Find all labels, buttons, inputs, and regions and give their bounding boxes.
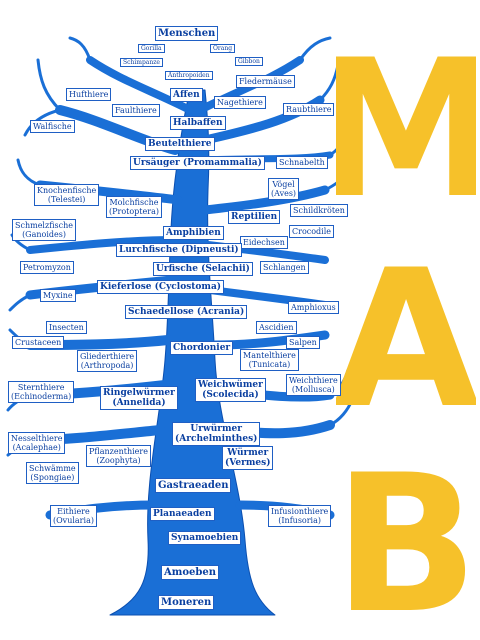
label-schmelzfische: Schmelzfische (Ganoides): [12, 219, 77, 241]
label-gorilla: Gorilla: [138, 44, 165, 53]
label-wuermer: Würmer (Vermes): [222, 446, 274, 470]
label-molchfische: Molchfische (Protoptera): [106, 196, 162, 218]
logo-letter-a: A: [336, 229, 476, 450]
label-beutelthiere: Beutelthiere: [145, 137, 215, 151]
label-weichwuermer: Weichwümer (Scolecida): [195, 378, 266, 402]
label-nesselthiere: Nesselthiere (Acalephae): [8, 432, 66, 454]
label-menschen: Menschen: [155, 26, 219, 41]
label-urfische: Urfische (Selachii): [153, 262, 253, 276]
label-reptilien: Reptilien: [228, 210, 281, 224]
label-eidechsen: Eidechsen: [240, 236, 288, 249]
label-urwuermer: Urwürmer (Archelminthes): [172, 422, 261, 446]
label-ursaeuger: Ursäuger (Promammalia): [130, 156, 265, 170]
label-walfische: Walfische: [30, 120, 75, 133]
label-petromyzon: Petromyzon: [20, 261, 74, 274]
label-myxine: Myxine: [40, 289, 76, 302]
label-knochenfische: Knochenfische (Telestei): [34, 184, 100, 206]
label-halbaffen: Halbaffen: [170, 116, 226, 130]
label-orang: Orang: [210, 44, 236, 53]
label-ascidien: Ascidien: [256, 321, 297, 334]
label-synamoebien: Synamoebien: [168, 531, 242, 545]
label-weichthiere: Weichthiere (Mollusca): [286, 374, 341, 396]
label-affen: Affen: [170, 88, 203, 102]
label-lurchfische: Lurchfische (Dipneusti): [116, 243, 242, 257]
label-kieferlose: Kieferlose (Cyclostoma): [97, 280, 225, 294]
label-amoeben: Amoeben: [161, 565, 219, 580]
label-schaedellose: Schaedellose (Acrania): [125, 305, 248, 319]
label-chordonier: Chordonier: [170, 341, 234, 355]
label-hufthiere: Hufthiere: [66, 88, 112, 101]
label-anthropoiden: Anthropoiden: [165, 71, 213, 80]
label-raubthiere: Raubthiere: [283, 103, 335, 116]
label-mantelthiere: Mantelthiere (Tunicata): [240, 349, 299, 371]
label-insecten: Insecten: [46, 321, 87, 334]
label-gliederthiere: Gliederthiere (Arthropoda): [77, 350, 138, 372]
label-schildkroeten: Schildkröten: [290, 204, 348, 217]
label-salpen: Salpen: [286, 336, 320, 349]
label-schwaemme: Schwämme (Spongiae): [26, 462, 79, 484]
logo-letter-m: M: [336, 20, 476, 240]
logo-letter-b: B: [336, 434, 476, 620]
label-schimpanze: Schimpanze: [120, 58, 163, 67]
label-moneren: Moneren: [158, 595, 215, 610]
label-infusionthiere: Infusionthiere (Infusoria): [268, 505, 332, 527]
label-amphibien: Amphibien: [163, 226, 224, 240]
label-gibbon: Gibbon: [235, 57, 263, 66]
label-pflanzenthiere: Pflanzenthiere (Zoophyta): [86, 445, 151, 467]
label-planaeaden: Planaeaden: [150, 507, 215, 521]
label-sternthiere: Sternthiere (Echinoderma): [8, 381, 75, 403]
label-crustaceen: Crustaceen: [12, 336, 65, 349]
label-schnabelthiere: Schnabelth: [276, 156, 328, 169]
label-ringelwuermer: Ringelwürmer (Annelida): [100, 386, 178, 410]
label-eithiere: Eithiere (Ovularia): [50, 505, 97, 527]
label-faulthiere: Faulthiere: [112, 104, 160, 117]
label-voegel: Vögel (Aves): [268, 178, 300, 200]
label-gastraeaden: Gastraeaden: [155, 478, 232, 493]
label-fledermaeuse: Fledermäuse: [236, 75, 295, 88]
label-amphioxus: Amphioxus: [288, 301, 339, 314]
label-crocodile: Crocodile: [289, 225, 335, 238]
label-schlangen: Schlangen: [260, 261, 309, 274]
mab-logo: M A B: [336, 20, 476, 620]
label-nagethiere: Nagethiere: [214, 96, 266, 109]
